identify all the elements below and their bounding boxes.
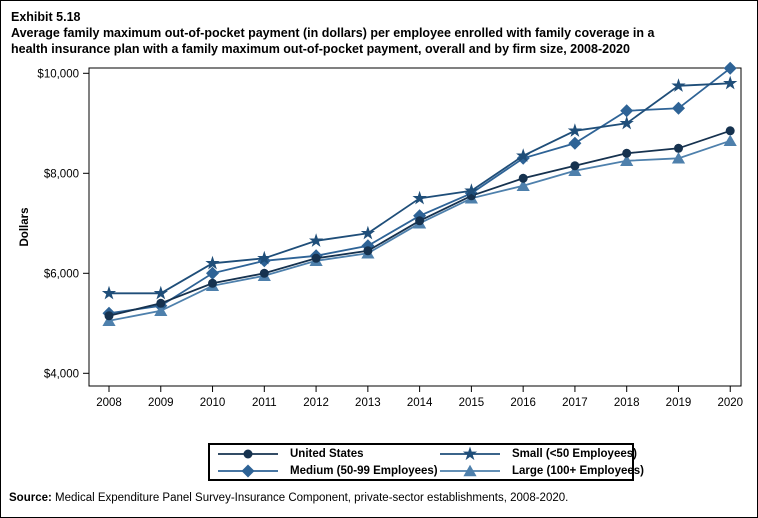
data-point-circle: [725, 126, 735, 136]
data-point-triangle: [671, 152, 686, 164]
data-point-star: [567, 123, 583, 137]
data-point-triangle: [154, 304, 168, 316]
series-line-star: [109, 82, 731, 295]
line-chart: $4,000 $6,000 $8,000 $10,000 Dollars 2008 2009…: [19, 61, 743, 409]
data-point-diamond: [672, 101, 685, 115]
data-point-diamond: [206, 266, 219, 280]
legend-label: Large (100+ Employees): [512, 464, 644, 477]
legend-label: United States: [290, 447, 364, 460]
data-point-triangle: [723, 134, 737, 146]
x-tick-label: 2015: [459, 397, 485, 409]
triangle-icon: [440, 464, 500, 476]
legend: United States Small (<50 Employees) Medium…: [208, 443, 644, 481]
data-point-star: [723, 75, 738, 90]
data-point-star: [153, 285, 168, 300]
data-point-circle: [674, 143, 683, 153]
x-tick-label: 2014: [407, 397, 433, 409]
data-point-star: [464, 183, 479, 197]
data-point-star: [360, 225, 376, 240]
source-note: Source: Medical Expenditure Panel Survey…: [9, 492, 568, 504]
data-point-diamond: [620, 104, 634, 118]
source-text: Medical Expenditure Panel Survey-Insuran…: [51, 492, 569, 504]
data-point-circle: [259, 268, 269, 278]
data-point-star: [671, 78, 686, 92]
legend-item: Small (<50 Employees): [438, 446, 644, 462]
exhibit-label: Exhibit 5.18: [11, 10, 81, 24]
plot-frame: [88, 67, 742, 387]
diamond-icon: [218, 464, 278, 477]
data-point-circle: [518, 173, 528, 183]
y-tick-label: $4,000: [44, 368, 79, 380]
x-tick-label: 2019: [666, 397, 692, 409]
y-tick-label: $8,000: [44, 168, 79, 180]
y-tick-label: $10,000: [37, 68, 79, 80]
legend-item: United States: [216, 446, 438, 462]
data-point-circle: [622, 148, 632, 158]
y-tick-label: $6,000: [44, 268, 79, 280]
data-point-circle: [104, 311, 114, 321]
chart-title-line1: Average family maximum out-of-pocket pay…: [11, 26, 655, 40]
data-point-circle: [363, 246, 373, 256]
x-tick-label: 2010: [200, 397, 226, 409]
data-point-circle: [415, 216, 425, 226]
x-tick-label: 2017: [562, 397, 588, 409]
data-point-star: [516, 148, 531, 162]
y-axis-title: Dollars: [19, 208, 31, 247]
x-tick-label: 2012: [303, 397, 329, 409]
data-point-triangle: [516, 179, 530, 191]
data-point-circle: [156, 298, 166, 308]
x-tick-label: 2009: [148, 397, 174, 409]
series-line-diamond: [108, 67, 731, 315]
x-tick-label: 2018: [614, 397, 640, 409]
data-point-star: [101, 285, 117, 300]
data-point-star: [308, 233, 324, 247]
legend-label: Medium (50-99 Employees): [290, 464, 438, 477]
x-tick-label: 2020: [717, 397, 743, 409]
circle-icon: [218, 449, 278, 458]
chart-title-line2: health insurance plan with a family maxi…: [11, 42, 630, 56]
data-point-diamond: [723, 61, 737, 75]
data-point-diamond: [568, 136, 582, 150]
data-point-star: [412, 190, 427, 205]
x-tick-label: 2011: [252, 397, 277, 409]
x-tick-label: 2016: [510, 397, 536, 409]
x-tick-label: 2008: [96, 397, 122, 409]
data-point-circle: [570, 161, 580, 171]
x-tick-label: 2013: [355, 397, 381, 409]
series-line-triangle: [108, 139, 731, 322]
legend-label: Small (<50 Employees): [512, 447, 637, 460]
chart-title-block: Exhibit 5.18 Average family maximum out-…: [11, 9, 749, 57]
source-label: Source:: [9, 492, 52, 504]
legend-item: Medium (50-99 Employees): [216, 463, 438, 479]
data-point-star: [205, 255, 220, 270]
data-point-circle: [311, 253, 321, 263]
data-point-circle: [208, 278, 217, 288]
data-point-star: [619, 115, 634, 130]
data-point-triangle: [620, 154, 634, 166]
star-icon: [440, 446, 500, 460]
legend-item: Large (100+ Employees): [438, 463, 644, 479]
data-point-star: [257, 250, 272, 265]
